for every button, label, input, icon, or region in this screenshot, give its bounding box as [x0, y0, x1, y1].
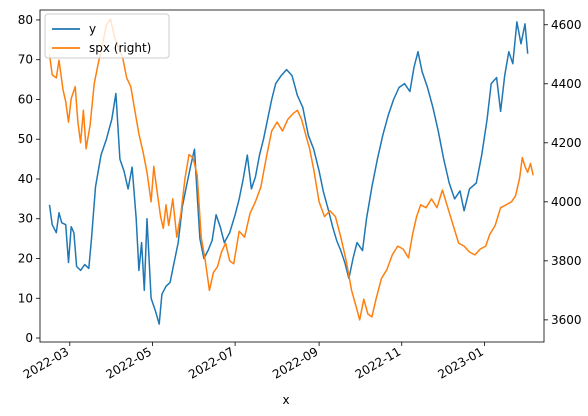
series-line-y: [48, 21, 529, 325]
plot-background: [40, 10, 544, 342]
x-tick-label: 2022-05: [104, 344, 154, 381]
x-tick-label: 2022-07: [186, 344, 236, 381]
right-tick-label: 4400: [551, 77, 582, 91]
right-tick-label: 3800: [551, 254, 582, 268]
left-tick-label: 40: [18, 172, 33, 186]
left-tick-label: 20: [18, 252, 33, 266]
left-tick-label: 30: [18, 212, 33, 226]
plot-frame: [39, 9, 545, 343]
left-tick-label: 10: [18, 291, 33, 305]
legend-label-y: y: [89, 22, 96, 36]
x-tick-label: 2022-03: [21, 344, 71, 381]
legend-box: [44, 13, 170, 59]
left-tick-label: 70: [18, 53, 33, 67]
left-tick-label: 60: [18, 92, 33, 106]
legend: y spx (right): [44, 13, 170, 59]
legend-label-spx: spx (right): [89, 41, 151, 55]
left-tick-label: 80: [18, 13, 33, 27]
left-y-axis: 0 10 20 30 40 50 60 70 80: [18, 13, 40, 345]
left-tick-label: 50: [18, 132, 33, 146]
x-tick-label: 2023-01: [435, 344, 485, 381]
x-axis: 2022-03 2022-05 2022-07 2022-09 2022-11 2023-…: [21, 342, 486, 382]
right-tick-label: 4000: [551, 195, 582, 209]
x-tick-label: 2022-11: [353, 344, 403, 381]
right-tick-label: 3600: [551, 313, 582, 327]
right-tick-label: 4200: [551, 136, 582, 150]
x-axis-label: x: [282, 393, 289, 407]
right-y-axis: 3600 3800 4000 4200 4400 4600: [544, 18, 582, 327]
x-tick-label: 2022-09: [270, 344, 320, 381]
right-tick-label: 4600: [551, 18, 582, 32]
left-tick-label: 0: [25, 331, 33, 345]
